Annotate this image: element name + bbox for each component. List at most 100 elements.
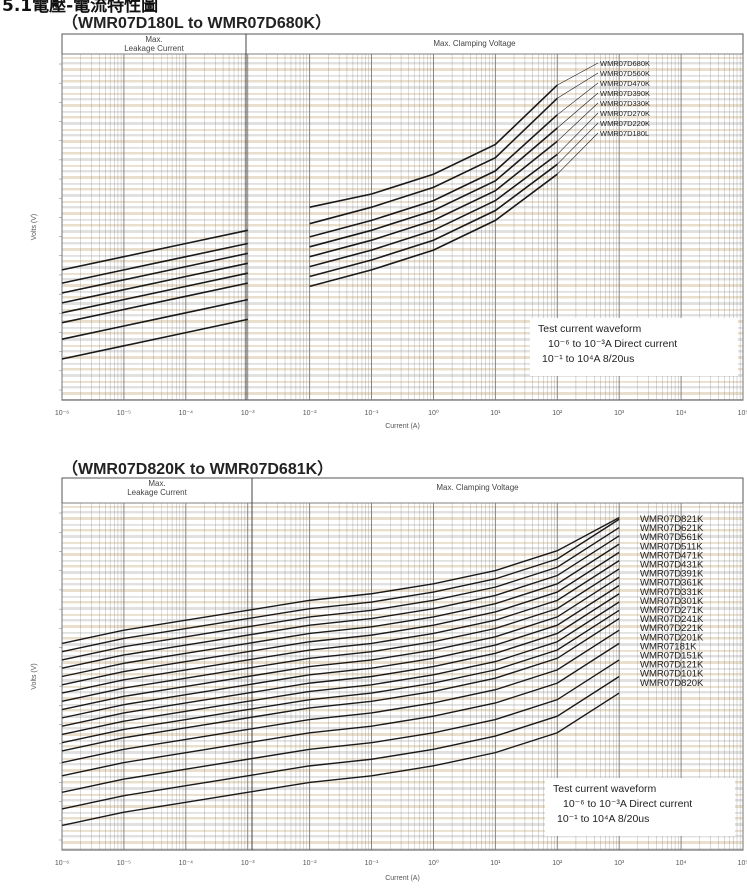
chart2-band: [62, 578, 743, 580]
chart1-band: [62, 201, 743, 203]
chart1-band: [62, 212, 743, 215]
chart2-x-tick-label: 10⁻²: [303, 860, 317, 867]
chart2-band: [62, 506, 743, 508]
chart1-x-tick-label: 10⁻¹: [365, 410, 379, 417]
chart1-x-tick-label: 10⁴: [676, 410, 687, 417]
chart1-band: [62, 381, 743, 383]
chart1-series-line-leakage-wmr07d270k: [61, 282, 248, 324]
chart2-series-line-wmr07d820k: [61, 692, 620, 827]
chart2-region-leakage-label: Max.: [148, 479, 165, 488]
chart1-legend-wmr07d270k: WMR07D270K: [600, 109, 650, 118]
chart1-x-axis-label: Current (A): [385, 423, 420, 430]
chart2-legend-wmr07d201k: WMR07D201K: [640, 632, 704, 643]
chart1-series-line-leakage-wmr07d330k: [61, 272, 248, 314]
chart1-band: [62, 386, 743, 389]
chart-2-title: （WMR07D820K to WMR07D681K）: [62, 461, 334, 478]
chart2-series-line-wmr07d151k: [61, 642, 620, 777]
chart2-legend-wmr07d431k: WMR07D431K: [640, 560, 704, 571]
chart2-band: [62, 704, 743, 706]
chart1-series-line-leakage-wmr07d680k: [61, 229, 248, 271]
chart1-band: [62, 309, 743, 311]
chart1-band: [62, 68, 743, 71]
chart1-band: [62, 224, 743, 227]
chart1-series-line-clamping-wmr07d180l: [309, 173, 558, 288]
chart1-band: [62, 260, 743, 263]
chart2-band: [62, 733, 743, 736]
chart2-legend-wmr07d331k: WMR07D331K: [640, 587, 704, 598]
chart2-annotation-box: [545, 778, 735, 836]
chart2-band: [62, 817, 743, 820]
chart2-series-line-wmr07d201k: [61, 617, 620, 752]
chart2-x-tick-label: 10⁻¹: [365, 860, 379, 867]
chart1-region-leakage-label: Max.: [145, 35, 162, 44]
chart1-leader: [557, 132, 599, 175]
chart2-annotation-line-2: 10⁻⁶ to 10⁻³A Direct current: [563, 798, 692, 810]
chart2-band: [62, 565, 743, 568]
chart2-series-line-wmr07181k: [61, 629, 620, 764]
chart1-series-line-clamping-wmr07d270k: [309, 153, 558, 268]
chart1-band: [62, 188, 743, 191]
chart1-band: [62, 122, 743, 125]
chart1-leader: [557, 92, 599, 129]
chart1-x-tick-label: 10⁻⁶: [55, 410, 69, 417]
chart2-legend-wmr07d561k: WMR07D561K: [640, 532, 704, 543]
chart2-band: [62, 848, 743, 850]
chart1-band: [62, 111, 743, 113]
chart1-series-line-clamping-wmr07d220k: [309, 163, 558, 278]
chart2-legend-wmr07181k: WMR07181K: [640, 641, 697, 652]
chart2-legend-wmr07d361k: WMR07D361K: [640, 578, 704, 589]
chart2-band: [62, 709, 743, 712]
chart1-band: [62, 194, 743, 197]
chart2-legend-wmr07d511k: WMR07D511K: [640, 541, 703, 552]
chart2-legend-wmr07d820k: WMR07D820K: [640, 678, 704, 689]
chart2-series-line-wmr07d271k: [61, 593, 620, 727]
chart1-series-line-clamping-wmr07d470k: [309, 114, 558, 238]
chart1-x-tick-label: 10⁻⁵: [117, 410, 131, 417]
chart2-band: [62, 691, 743, 694]
chart1-leader: [557, 72, 599, 99]
chart1-legend-wmr07d330k: WMR07D330K: [600, 99, 650, 108]
chart1-series-line-leakage-wmr07d560k: [61, 242, 248, 284]
chart2-band: [62, 673, 743, 676]
chart1-band: [62, 237, 743, 239]
chart1-legend-wmr07d390k: WMR07D390K: [600, 89, 650, 98]
chart1-band: [62, 273, 743, 275]
chart-1-title: （WMR07D180L to WMR07D680K）: [62, 15, 332, 32]
chart2-series-line-wmr07d431k: [61, 551, 620, 686]
chart1-band: [62, 165, 743, 167]
chart2-x-tick-label: 10⁻⁶: [55, 860, 69, 867]
chart2-band: [62, 542, 743, 544]
chart2-series-line-wmr07d301k: [61, 584, 620, 719]
chart2-band: [62, 727, 743, 730]
chart2-band: [62, 805, 743, 808]
chart1-band: [62, 147, 743, 149]
chart1-band: [62, 291, 743, 293]
chart1-band: [62, 302, 743, 305]
chart2-band: [62, 686, 743, 688]
chart1-band: [62, 206, 743, 209]
chart2-series-line-wmr07d361k: [61, 568, 620, 703]
chart1-band: [62, 368, 743, 371]
chart2-series-line-wmr07d511k: [61, 535, 620, 669]
chart2-annotation-line-3: 10⁻¹ to 10⁴A 8/20us: [557, 813, 649, 825]
chart2-series-line-wmr07d331k: [61, 576, 620, 711]
chart1-band: [62, 230, 743, 233]
page-heading: 5.1電壓-電流特性圖: [2, 0, 159, 16]
chart2-band: [62, 553, 743, 556]
chart1-band: [62, 327, 743, 329]
chart2-band: [62, 758, 743, 760]
chart2-legend-wmr07d221k: WMR07D221K: [640, 623, 704, 634]
chart2-x-tick-label: 10⁻⁴: [179, 860, 194, 867]
chart1-band: [62, 134, 743, 137]
chart1-series-line-clamping-wmr07d560k: [309, 97, 558, 225]
chart2-series-line-wmr07d391k: [61, 560, 620, 694]
chart1-band: [62, 296, 743, 299]
chart1-series-line-leakage-wmr07d180l: [61, 318, 248, 360]
chart2-x-tick-label: 10⁻³: [241, 860, 255, 867]
chart2-legend-wmr07d121k: WMR07D121K: [640, 660, 704, 671]
chart2-series-line-wmr07d561k: [61, 526, 620, 661]
chart2-annotation-line-1: Test current waveform: [553, 783, 657, 795]
chart1-leader: [557, 62, 599, 86]
chart2-band: [62, 560, 743, 562]
